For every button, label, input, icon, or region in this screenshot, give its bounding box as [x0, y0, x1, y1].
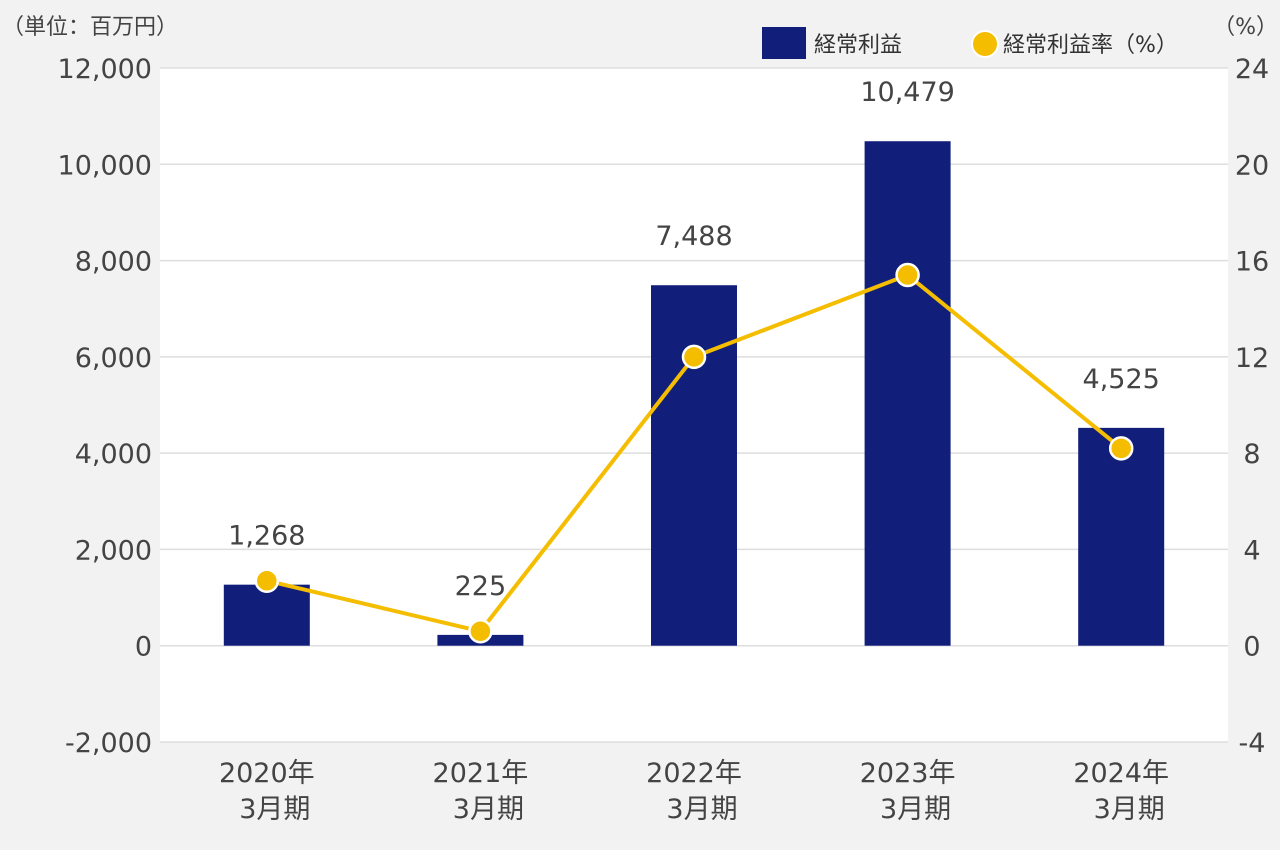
- x-tick-label: 2023年 3月期: [860, 758, 956, 825]
- bar-value-label: 10,479: [860, 77, 954, 108]
- legend-line-label: 経常利益率（%）: [1003, 33, 1178, 58]
- y-left-tick-label: 6,000: [75, 343, 152, 374]
- y-right-tick-label: -4: [1239, 728, 1266, 759]
- data-labels: 1,268 225 7,488 10,479 4,525: [228, 77, 1160, 602]
- right-axis-unit: （%）: [1213, 15, 1278, 40]
- y-left-tick-label: 10,000: [58, 150, 152, 181]
- y-right-tick-label: 20: [1235, 150, 1269, 181]
- y-left-tick-label: 4,000: [75, 439, 152, 470]
- y-left-tick-label: 0: [135, 632, 152, 663]
- x-tick-label: 2022年 3月期: [646, 758, 742, 825]
- y-right-tick-label: 8: [1243, 439, 1260, 470]
- legend: 経常利益 経常利益率（%）: [762, 27, 1178, 59]
- ratio-point: [895, 262, 920, 288]
- y-right-tick-label: 24: [1235, 54, 1269, 85]
- x-tick-label: 2021年 3月期: [433, 758, 529, 825]
- legend-line-swatch: [971, 30, 999, 58]
- ratio-point: [681, 344, 707, 370]
- bar: [223, 584, 310, 646]
- y-right-tick-label: 12: [1235, 343, 1269, 374]
- y-left-tick-label: 8,000: [75, 247, 152, 278]
- y-left-tick-label: -2,000: [65, 728, 152, 759]
- axes: -2,000 0 2,000 4,000 6,000 8,000 10,000 12,000 -…: [58, 54, 1270, 825]
- y-right-tick-label: 0: [1243, 632, 1260, 663]
- y-left-tick-label: 2,000: [75, 535, 152, 566]
- bar-value-label: 4,525: [1083, 364, 1160, 395]
- bar-value-label: 7,488: [655, 221, 732, 252]
- y-right-tick-label: 4: [1243, 535, 1260, 566]
- ratio-point: [468, 619, 493, 644]
- line-series: [254, 262, 1134, 644]
- bar-value-label: 1,268: [228, 521, 305, 552]
- y-left-tick-label: 12,000: [58, 54, 152, 85]
- bar: [651, 285, 737, 646]
- ratio-point: [1108, 436, 1134, 461]
- x-tick-label: 2020年 3月期: [219, 758, 315, 825]
- legend-bar-label: 経常利益: [814, 33, 902, 58]
- y-right-tick-label: 16: [1235, 247, 1269, 278]
- left-axis-unit: （単位：百万円）: [2, 15, 178, 40]
- legend-bar-swatch: [762, 27, 806, 59]
- ratio-point: [254, 568, 280, 593]
- bar: [1078, 427, 1165, 646]
- bar: [864, 141, 951, 646]
- bar-value-label: 225: [455, 571, 507, 602]
- x-tick-label: 2024年 3月期: [1073, 758, 1169, 825]
